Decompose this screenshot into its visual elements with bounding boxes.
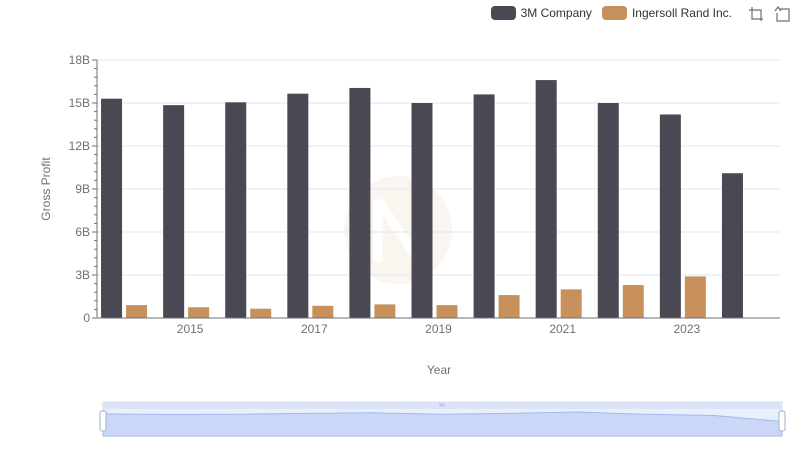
bar-3m-2021[interactable] <box>535 80 557 318</box>
zoom-handle-right[interactable] <box>778 410 786 432</box>
x-tick-label: 2021 <box>549 322 576 336</box>
zoom-handle-left[interactable] <box>99 410 107 432</box>
y-tick-label: 3B <box>75 268 90 282</box>
y-tick-label: 6B <box>75 225 90 239</box>
bar-ingersoll-2019[interactable] <box>436 305 458 318</box>
x-tick-label: 2015 <box>177 322 204 336</box>
legend: 3M Company Ingersoll Rand Inc. <box>490 4 732 22</box>
legend-item-ingersoll[interactable]: Ingersoll Rand Inc. <box>601 6 732 20</box>
bar-3m-2017[interactable] <box>287 93 309 318</box>
bar-ingersoll-2015[interactable] <box>188 307 210 318</box>
bar-ingersoll-2023[interactable] <box>684 276 706 318</box>
zoom-move-grip-icon[interactable] <box>439 403 445 407</box>
legend-item-3m[interactable]: 3M Company <box>490 6 592 20</box>
zoom-top-bar[interactable] <box>103 402 782 409</box>
bar-3m-2022[interactable] <box>597 103 619 318</box>
x-tick-label: 2017 <box>301 322 328 336</box>
bars <box>101 80 743 319</box>
bar-ingersoll-2021[interactable] <box>560 289 582 318</box>
bar-3m-2015[interactable] <box>163 105 185 319</box>
axes: 0 3B 6B 9B 12B 15B 18B 2015 2017 2019 2021 2023 <box>69 53 780 336</box>
bar-3m-2014[interactable] <box>101 98 123 318</box>
y-axis-label: Gross Profit <box>39 157 53 221</box>
toolbox <box>748 6 790 22</box>
bar-ingersoll-2020[interactable] <box>498 295 520 318</box>
legend-label-ingersoll: Ingersoll Rand Inc. <box>631 6 732 20</box>
y-tick-label: 12B <box>69 139 90 153</box>
bar-ingersoll-2016[interactable] <box>250 308 272 318</box>
zoom-reset-icon[interactable] <box>774 6 790 22</box>
legend-swatch-3m <box>490 6 516 20</box>
y-tick-label: 9B <box>75 182 90 196</box>
bar-3m-2018[interactable] <box>349 87 371 318</box>
bar-ingersoll-2022[interactable] <box>622 285 644 318</box>
bar-ingersoll-2018[interactable] <box>374 304 396 318</box>
bar-ingersoll-2014[interactable] <box>126 305 148 318</box>
y-tick-label: 0 <box>83 311 90 325</box>
legend-label-3m: 3M Company <box>520 6 592 20</box>
bar-3m-2024[interactable] <box>721 173 743 318</box>
data-zoom-icon[interactable] <box>748 6 764 22</box>
bar-3m-2023[interactable] <box>659 114 681 318</box>
bar-3m-2019[interactable] <box>411 103 433 318</box>
bar-3m-2016[interactable] <box>225 102 247 319</box>
zoom-preview-area <box>102 411 783 437</box>
x-axis-label: Year <box>427 363 451 377</box>
x-tick-label: 2019 <box>425 322 452 336</box>
bar-ingersoll-2017[interactable] <box>312 305 334 318</box>
y-tick-label: 15B <box>69 96 90 110</box>
legend-swatch-ingersoll <box>601 6 627 20</box>
data-zoom-slider[interactable] <box>99 401 786 437</box>
y-tick-label: 18B <box>69 53 90 67</box>
bar-3m-2020[interactable] <box>473 94 495 319</box>
x-tick-label: 2023 <box>674 322 701 336</box>
